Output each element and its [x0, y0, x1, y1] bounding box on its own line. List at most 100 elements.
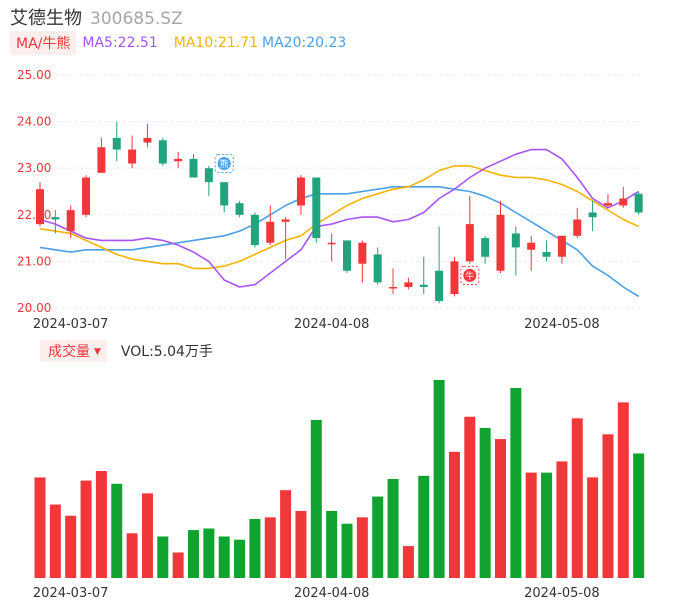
candle-body [419, 284, 428, 288]
candle [143, 123, 152, 148]
candle-body [36, 189, 44, 225]
candle-body [296, 177, 305, 206]
volume-bar [49, 504, 61, 578]
candle-body [358, 242, 367, 264]
candle-body [312, 177, 321, 239]
candle-body [527, 242, 536, 250]
candle [450, 256, 459, 297]
candle-body [143, 137, 152, 143]
volume-bar [464, 416, 476, 578]
volume-bar [203, 528, 215, 578]
volume-bar [218, 536, 230, 578]
candle [588, 200, 597, 232]
volume-bar [633, 453, 645, 578]
volume-bar [295, 510, 307, 578]
candle-body [435, 270, 444, 302]
candle [204, 165, 213, 197]
candle-body [220, 182, 229, 206]
candle-body [97, 147, 106, 173]
candle-body [235, 203, 244, 215]
ma5-label: MA5:22.51 [82, 35, 158, 51]
candle [112, 121, 121, 162]
candle-body [389, 287, 398, 289]
candle [373, 247, 382, 285]
volume-value-label: VOL:5.04万手 [120, 344, 213, 360]
candle-body [619, 198, 628, 206]
volume-bar [525, 472, 537, 578]
volume-x-tick-label: 2024-04-08 [294, 586, 370, 601]
ma10-line [39, 165, 639, 270]
ma-toggle-button[interactable]: MA/牛熊 [10, 31, 77, 55]
candle-body [450, 261, 459, 295]
candle [235, 200, 244, 218]
volume-indicator-dropdown[interactable]: 成交量 ▼ [40, 340, 107, 362]
candle [174, 151, 183, 169]
volume-bar [571, 418, 583, 578]
candle [266, 205, 275, 246]
volume-bar [249, 518, 261, 578]
candle-body [496, 214, 505, 271]
candle-body [557, 235, 566, 257]
volume-bar [402, 546, 414, 578]
volume-bar [541, 472, 553, 578]
candle [189, 154, 198, 178]
candle [66, 205, 75, 239]
ma10-label: MA10:21.71 [173, 35, 259, 51]
candle-body [66, 210, 75, 232]
sell-signal-icon: 熊 [214, 154, 234, 174]
volume-bar [372, 496, 384, 578]
candle-body [174, 158, 183, 162]
candle-body [573, 219, 582, 236]
ma-legend: MA/牛熊 MA5:22.51 MA10:21.71 MA20:20.23 [10, 31, 346, 55]
candle [619, 186, 628, 208]
candle-body [404, 282, 413, 288]
candle-body [327, 242, 336, 245]
volume-bar [188, 530, 199, 578]
candle [557, 235, 566, 264]
candle-body [128, 149, 137, 164]
volume-bar [310, 419, 322, 578]
candle [603, 193, 612, 208]
candle [36, 182, 44, 227]
candle-body [481, 238, 490, 257]
volume-bar [433, 380, 445, 578]
candle [220, 182, 229, 213]
candle [573, 207, 582, 239]
signal-glyph: 牛 [465, 270, 474, 282]
volume-bar [141, 493, 153, 578]
ma20-label: MA20:20.23 [262, 35, 347, 51]
candle-body [603, 203, 612, 206]
volume-bar [617, 402, 629, 578]
volume-bar [234, 539, 246, 578]
x-tick-label: 2024-04-08 [294, 317, 370, 332]
x-tick-label: 2024-05-08 [524, 317, 600, 332]
volume-bar [326, 510, 338, 578]
ma5-line [39, 148, 640, 288]
stock-header: 艾德生物 300685.SZ [10, 4, 183, 29]
candle-body [82, 177, 91, 215]
signal-glyph: 熊 [220, 158, 229, 170]
volume-bar [111, 483, 123, 578]
candle [312, 177, 321, 243]
candle [542, 240, 551, 262]
y-tick-label: 24.00 [17, 115, 51, 129]
candle-body [511, 233, 520, 248]
x-tick-label: 2024-03-07 [33, 317, 109, 332]
candle [404, 277, 413, 290]
candle-body [51, 217, 60, 220]
volume-bar [418, 475, 430, 578]
volume-bar [587, 477, 599, 578]
volume-bar [556, 461, 568, 578]
signal-frame [460, 265, 480, 285]
candlestick-chart[interactable]: 25.0024.0023.0022.0021.0020.002024-03-07… [0, 0, 686, 340]
y-tick-label: 25.00 [17, 68, 51, 82]
caret-down-icon: ▼ [94, 347, 101, 357]
candle [51, 210, 60, 234]
candle-body [112, 137, 121, 150]
signal-dot [217, 157, 231, 171]
candle-body [343, 240, 351, 271]
candle [419, 256, 428, 295]
volume-bar [341, 523, 353, 578]
candle [343, 240, 351, 274]
